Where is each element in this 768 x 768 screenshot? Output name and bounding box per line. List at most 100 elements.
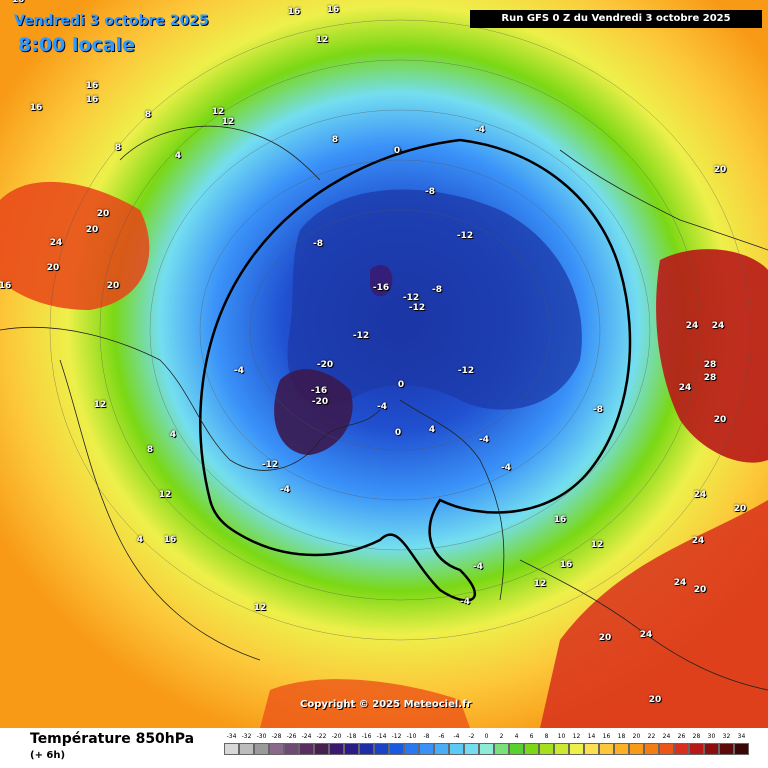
isotherm-label: -4 [501, 463, 511, 473]
scale-swatch [509, 743, 524, 755]
isotherm-label: 20 [713, 165, 727, 175]
zero-isotherm [199, 138, 632, 602]
isotherm-label: -8 [313, 239, 323, 249]
isotherm-label: 24 [673, 578, 687, 588]
scale-swatch [434, 743, 449, 755]
isotherm-label: 24 [691, 536, 705, 546]
isotherm-label: -8 [432, 285, 442, 295]
scale-tick-label: 24 [662, 733, 671, 740]
scale-tick-label: 0 [484, 733, 489, 740]
scale-tick-label: 22 [647, 733, 656, 740]
scale-swatch [614, 743, 629, 755]
warm-region-southeast [540, 500, 768, 728]
isotherm-label: 20 [693, 585, 707, 595]
forecast-time: 8:00 locale [18, 34, 135, 56]
isotherm-label: 20 [713, 415, 727, 425]
scale-swatch [554, 743, 569, 755]
scale-swatch [389, 743, 404, 755]
scale-tick-label: 10 [557, 733, 566, 740]
isotherm-label: -8 [593, 405, 603, 415]
scale-swatch [689, 743, 704, 755]
isotherm-label: -12 [402, 293, 420, 303]
isotherm-label: 20 [648, 695, 662, 705]
isotherm-label: 20 [46, 263, 60, 273]
scale-tick-label: 2 [499, 733, 504, 740]
scale-swatch [314, 743, 329, 755]
isotherm-label: 12 [211, 107, 225, 117]
scale-tick-label: 28 [692, 733, 701, 740]
scale-swatch [374, 743, 389, 755]
isotherm-label: 20 [96, 209, 110, 219]
isotherm-label: 0 [397, 380, 405, 390]
isotherm-label: 16 [85, 95, 99, 105]
isotherm-label: 16 [553, 515, 567, 525]
isotherm-label: 24 [49, 238, 63, 248]
scale-swatch [599, 743, 614, 755]
isotherm-label: 16 [85, 81, 99, 91]
scale-swatch [224, 743, 239, 755]
isotherm-label: -4 [234, 366, 244, 376]
scale-swatch [329, 743, 344, 755]
scale-tick-label: -24 [301, 733, 312, 740]
scale-swatch [719, 743, 734, 755]
isotherm-label: 4 [169, 430, 177, 440]
coastlines [0, 125, 768, 691]
isotherm-label: 12 [590, 540, 604, 550]
scale-tick-label: 8 [544, 733, 549, 740]
isotherm-label: 28 [703, 360, 717, 370]
isotherm-label: 16 [326, 5, 340, 15]
isotherm-label: 0 [394, 428, 402, 438]
isotherm-label: 24 [639, 630, 653, 640]
scale-tick-label: -12 [391, 733, 402, 740]
warm-region-east [656, 249, 768, 463]
isotherm-label: -12 [457, 366, 475, 376]
cold-cell [370, 265, 393, 297]
isotherm-label: -16 [372, 283, 390, 293]
isotherm-label: 20 [106, 281, 120, 291]
run-info: Run GFS 0 Z du Vendredi 3 octobre 2025 [470, 10, 762, 28]
scale-tick-label: 6 [529, 733, 534, 740]
isotherm-label: -4 [280, 485, 290, 495]
isotherm-label: 24 [685, 321, 699, 331]
legend-subtitle: (+ 6h) [30, 750, 66, 761]
scale-swatch [284, 743, 299, 755]
scale-tick-label: -20 [331, 733, 342, 740]
scale-tick-label: -18 [346, 733, 357, 740]
scale-tick-label: -32 [241, 733, 252, 740]
isotherm-label: -16 [310, 386, 328, 396]
scale-tick-label: 20 [632, 733, 641, 740]
isotherm-label: 24 [711, 321, 725, 331]
scale-swatch [704, 743, 719, 755]
scale-tick-label: 32 [722, 733, 731, 740]
scale-swatch [254, 743, 269, 755]
isotherm-label: 24 [678, 383, 692, 393]
isotherm-label: 0 [393, 146, 401, 156]
isotherm-label: 4 [428, 425, 436, 435]
temperature-field [0, 0, 768, 728]
isotherm-label: 0 [394, 147, 402, 157]
scale-tick-label: -34 [226, 733, 237, 740]
isotherm-label: -4 [377, 402, 387, 412]
scale-swatch [539, 743, 554, 755]
scale-tick-label: -4 [453, 733, 460, 740]
scale-tick-label: 4 [514, 733, 519, 740]
isotherm-label: 8 [144, 110, 152, 120]
isotherm-label: 12 [221, 117, 235, 127]
scale-swatch [659, 743, 674, 755]
scale-swatch [404, 743, 419, 755]
scale-tick-label: 30 [707, 733, 716, 740]
scale-tick-label: -26 [286, 733, 297, 740]
scale-swatch [359, 743, 374, 755]
cold-core [287, 189, 582, 410]
scale-swatch [674, 743, 689, 755]
isotherm-label: 12 [253, 603, 267, 613]
scale-tick-label: 18 [617, 733, 626, 740]
isotherm-label: 16 [0, 281, 12, 291]
isotherm-label: 16 [287, 7, 301, 17]
scale-tick-label: -30 [256, 733, 267, 740]
isotherm-label: -4 [473, 562, 483, 572]
isotherm-label: -8 [425, 187, 435, 197]
scale-tick-label: 34 [737, 733, 746, 740]
isotherm-label: -4 [479, 435, 489, 445]
